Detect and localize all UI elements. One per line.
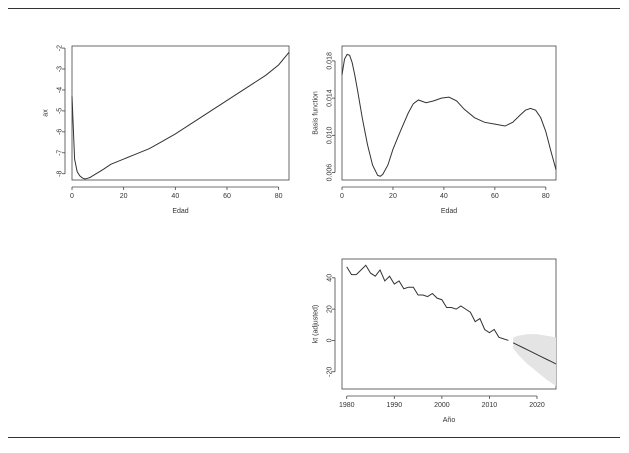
y-tick-label: -4	[57, 87, 64, 93]
series-line	[71, 51, 290, 180]
x-tick-label: 80	[275, 193, 283, 200]
y-tick-label: -6	[57, 129, 64, 135]
x-tick-label: 80	[542, 193, 550, 200]
x-tick-label: 20	[120, 193, 128, 200]
x-tick-label: 20	[389, 193, 397, 200]
y-tick-label: -8	[57, 171, 64, 177]
plot-frame	[341, 45, 557, 181]
x-tick-label: 0	[70, 193, 74, 200]
bottom-rule	[8, 437, 620, 438]
x-tick-label: 60	[223, 193, 231, 200]
x-tick-label: 40	[440, 193, 448, 200]
y-axis-title: Basis function	[313, 91, 320, 135]
x-axis-title: Año	[443, 417, 456, 424]
x-tick-label: 2000	[434, 402, 450, 409]
series-line	[341, 53, 557, 177]
y-tick-label: 0.010	[327, 126, 334, 144]
panel-ax: 0 20 40 60 80 -8 -7 -6 -5 -4 -3 -2 Edad ax	[43, 45, 290, 215]
forecast-interval-band	[513, 334, 556, 386]
y-tick-label: 0.006	[327, 164, 334, 182]
y-tick-label: 40	[327, 274, 334, 282]
y-tick-label: 20	[327, 305, 334, 313]
x-tick-label: 2010	[482, 402, 498, 409]
x-tick-label: 2020	[529, 402, 545, 409]
panel-basis-function: 0 20 40 60 80 0.006 0.010 0.014 0.018 Edad Basis f…	[313, 45, 557, 215]
top-rule	[8, 8, 620, 9]
y-tick-label: -2	[57, 45, 64, 51]
x-tick-label: 40	[171, 193, 179, 200]
forecast-line	[512, 342, 557, 365]
x-axis-title: Edad	[172, 208, 188, 215]
y-tick-label: -20	[327, 367, 334, 377]
x-tick-label: 1990	[387, 402, 403, 409]
y-tick-label: -5	[57, 108, 64, 114]
y-tick-label: 0	[327, 338, 334, 342]
plot-frame	[341, 258, 557, 390]
x-tick-label: 1980	[339, 402, 355, 409]
panel-kt-adjusted: 1980 1990 2000 2010 2020 -20 0 20 40 Año kt (adjus…	[313, 258, 557, 424]
y-tick-label: 0.014	[327, 89, 334, 107]
series-line	[346, 264, 509, 341]
y-axis-title: ax	[43, 109, 50, 117]
x-tick-label: 0	[340, 193, 344, 200]
x-tick-label: 60	[491, 193, 499, 200]
x-axis-title: Edad	[441, 208, 457, 215]
plot-frame	[71, 45, 290, 181]
y-tick-label: -7	[57, 150, 64, 156]
y-tick-label: -3	[57, 66, 64, 72]
y-tick-label: 0.018	[327, 52, 334, 70]
y-axis-title: kt (adjusted)	[313, 305, 320, 344]
